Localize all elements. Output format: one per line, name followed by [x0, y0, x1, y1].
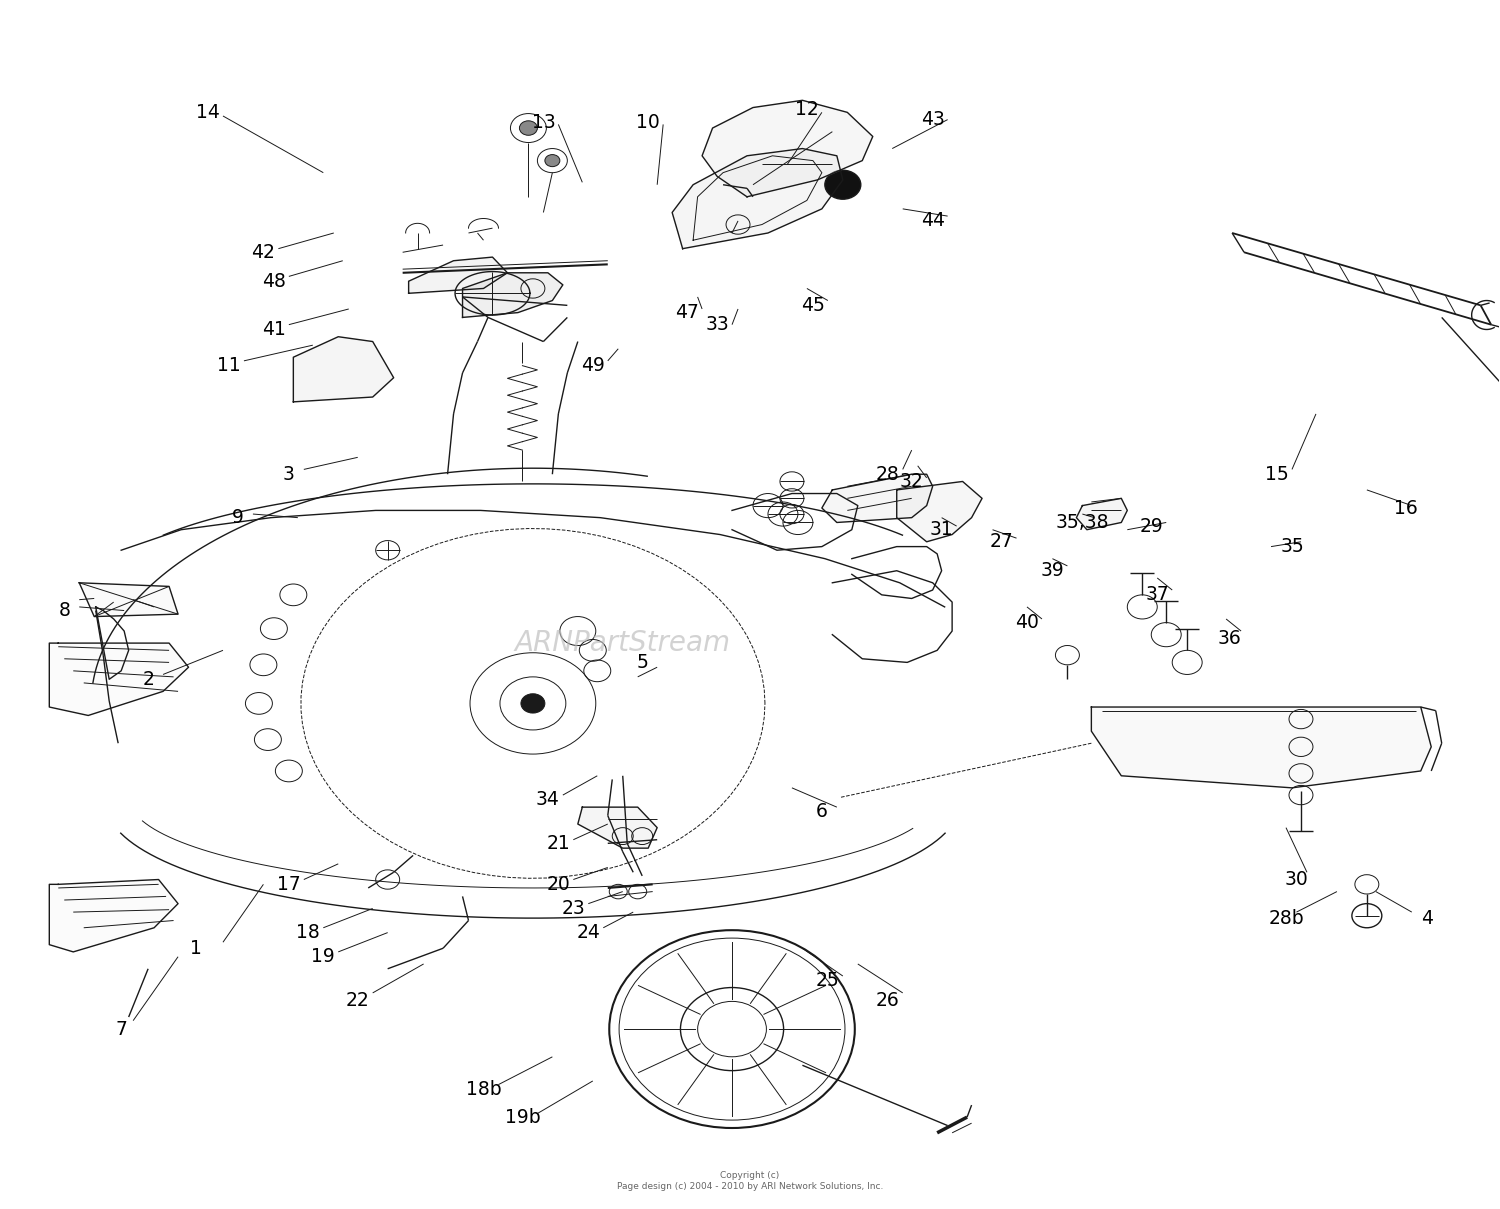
Polygon shape [672, 149, 843, 249]
Text: 12: 12 [795, 100, 819, 120]
Text: 45: 45 [801, 296, 825, 314]
Text: 6: 6 [816, 803, 828, 821]
Polygon shape [408, 258, 507, 294]
Text: 48: 48 [262, 272, 286, 290]
Text: 19b: 19b [504, 1107, 540, 1127]
Text: 5: 5 [636, 653, 648, 672]
Text: 23: 23 [561, 899, 585, 918]
Text: 37: 37 [1146, 585, 1168, 604]
Text: 22: 22 [346, 990, 369, 1010]
Circle shape [520, 694, 544, 713]
Polygon shape [462, 273, 562, 318]
Text: 43: 43 [921, 110, 945, 129]
Polygon shape [897, 481, 983, 542]
Circle shape [544, 155, 560, 167]
Text: 26: 26 [876, 990, 900, 1010]
Text: 36: 36 [1216, 629, 1240, 648]
Text: 49: 49 [580, 357, 604, 375]
Polygon shape [50, 879, 178, 951]
Text: 24: 24 [576, 924, 600, 942]
Text: 28: 28 [876, 464, 900, 484]
Text: 40: 40 [1016, 613, 1040, 632]
Polygon shape [1077, 498, 1128, 530]
Polygon shape [50, 643, 189, 716]
Text: 18b: 18b [465, 1080, 501, 1099]
Text: 8: 8 [58, 601, 70, 620]
Circle shape [825, 170, 861, 199]
Text: 27: 27 [990, 532, 1014, 551]
Text: 15: 15 [1264, 464, 1288, 484]
Text: ARNPartStream: ARNPartStream [514, 629, 730, 658]
Text: 29: 29 [1140, 516, 1162, 536]
Text: 18: 18 [297, 924, 320, 942]
Text: 39: 39 [1041, 561, 1065, 580]
Text: 35,38: 35,38 [1056, 513, 1108, 532]
Text: 20: 20 [546, 875, 570, 893]
Text: 13: 13 [531, 112, 555, 132]
Polygon shape [80, 583, 178, 617]
Text: 11: 11 [217, 357, 242, 375]
Text: 10: 10 [636, 112, 660, 132]
Polygon shape [822, 474, 933, 522]
Polygon shape [294, 337, 393, 401]
Polygon shape [578, 808, 657, 849]
Polygon shape [1092, 707, 1431, 788]
Text: 1: 1 [190, 938, 202, 958]
Text: 34: 34 [536, 791, 560, 809]
Text: 28b: 28b [1268, 909, 1304, 927]
Text: 47: 47 [675, 303, 699, 322]
Text: 44: 44 [921, 212, 945, 231]
Text: 19: 19 [312, 947, 334, 966]
Text: 16: 16 [1394, 498, 1417, 517]
Text: 4: 4 [1420, 909, 1432, 927]
Text: 14: 14 [196, 103, 220, 122]
Text: 9: 9 [232, 508, 244, 527]
Text: 21: 21 [546, 834, 570, 852]
Text: 3: 3 [284, 464, 296, 484]
Text: 17: 17 [278, 875, 300, 893]
Text: 31: 31 [930, 520, 954, 539]
Polygon shape [702, 100, 873, 197]
Text: Copyright (c)
Page design (c) 2004 - 2010 by ARI Network Solutions, Inc.: Copyright (c) Page design (c) 2004 - 201… [616, 1172, 884, 1191]
Text: 33: 33 [705, 316, 729, 334]
Text: 41: 41 [262, 320, 286, 339]
Circle shape [519, 121, 537, 135]
Text: 7: 7 [116, 1019, 128, 1039]
Text: 30: 30 [1284, 870, 1308, 889]
Text: 2: 2 [142, 670, 154, 689]
Text: 35: 35 [1280, 537, 1304, 556]
Text: 32: 32 [900, 472, 924, 491]
Text: 42: 42 [252, 243, 276, 262]
Text: 25: 25 [816, 971, 840, 990]
